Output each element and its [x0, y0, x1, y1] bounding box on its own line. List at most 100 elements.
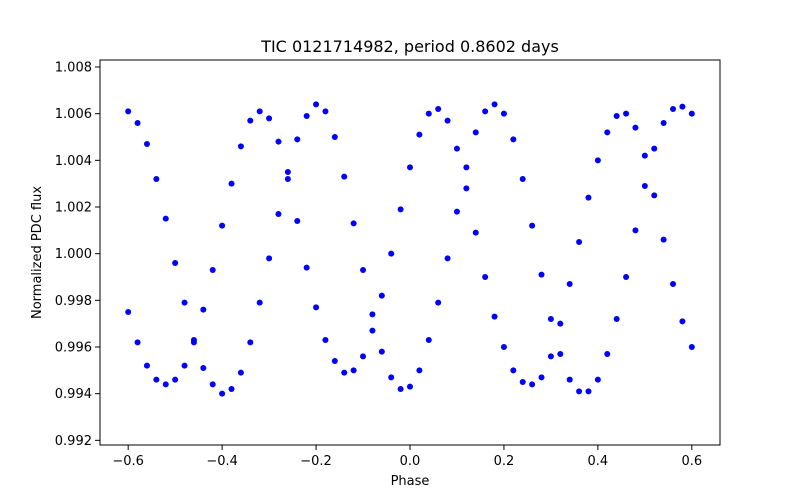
x-tick-label: −0.2 — [300, 454, 332, 469]
data-point — [350, 220, 357, 227]
data-point — [547, 353, 554, 360]
data-point — [162, 381, 169, 388]
data-point — [604, 129, 611, 136]
x-axis-ticks: −0.6 −0.4 −0.2 0.0 0.2 0.4 0.6 — [112, 445, 702, 469]
data-point — [576, 239, 583, 245]
data-point — [679, 318, 686, 325]
data-point — [566, 281, 573, 287]
data-point — [491, 313, 498, 320]
data-point — [247, 339, 254, 346]
data-point — [519, 379, 526, 385]
data-point — [547, 316, 554, 322]
data-point — [623, 274, 630, 280]
data-point — [463, 164, 470, 171]
data-point — [510, 367, 517, 374]
data-point — [641, 183, 648, 189]
data-point — [613, 316, 620, 322]
data-point — [134, 120, 141, 126]
data-point — [153, 376, 160, 383]
data-point — [472, 129, 479, 136]
x-tick-label: 0.4 — [588, 454, 609, 469]
data-point — [425, 337, 432, 343]
data-point — [435, 299, 442, 306]
data-point — [557, 320, 564, 327]
data-point — [378, 292, 385, 299]
data-point — [256, 299, 263, 306]
data-point — [341, 369, 348, 376]
data-point — [275, 211, 282, 217]
data-point — [284, 169, 291, 175]
data-point — [369, 311, 376, 318]
data-point — [190, 339, 197, 346]
data-point — [529, 222, 536, 229]
data-point — [679, 103, 686, 110]
data-point — [294, 218, 301, 224]
data-point — [228, 180, 235, 187]
data-point — [247, 117, 254, 124]
data-point — [576, 388, 583, 395]
data-point — [294, 136, 301, 143]
data-point — [670, 281, 677, 287]
data-point — [453, 208, 460, 215]
data-point — [388, 250, 395, 257]
data-point — [153, 176, 160, 182]
data-point — [219, 222, 226, 229]
y-tick-label: 0.998 — [55, 294, 92, 309]
data-point — [660, 120, 667, 126]
data-point — [688, 344, 695, 350]
data-point — [407, 164, 413, 171]
chart-title: TIC 0121714982, period 0.8602 days — [260, 37, 559, 56]
data-point — [585, 388, 592, 395]
data-point — [397, 206, 404, 213]
data-point — [322, 337, 329, 343]
data-point — [266, 115, 273, 122]
data-point — [125, 108, 132, 115]
data-point — [500, 110, 507, 117]
data-point — [303, 113, 310, 119]
data-point — [397, 386, 404, 392]
x-tick-label: 0.6 — [681, 454, 702, 469]
data-point — [660, 236, 667, 243]
x-tick-label: −0.4 — [206, 454, 238, 469]
data-point — [313, 304, 320, 311]
data-point — [538, 374, 545, 381]
x-tick-label: 0.2 — [494, 454, 515, 469]
data-point — [529, 381, 536, 388]
data-point — [538, 271, 545, 278]
data-point — [585, 194, 592, 201]
data-point — [181, 299, 188, 306]
data-point — [500, 344, 507, 350]
y-tick-label: 1.002 — [55, 201, 92, 216]
data-point — [266, 255, 273, 262]
data-point — [594, 376, 601, 383]
data-point — [444, 255, 451, 262]
data-point — [303, 264, 310, 271]
data-point — [360, 267, 367, 273]
data-point — [688, 110, 695, 117]
x-axis-label: Phase — [391, 474, 430, 489]
data-point — [416, 131, 423, 138]
data-point — [416, 367, 423, 374]
data-point — [435, 106, 442, 112]
data-point — [219, 390, 226, 397]
data-point — [425, 110, 432, 117]
x-tick-label: 0.0 — [400, 454, 421, 469]
data-point — [519, 176, 526, 182]
y-tick-label: 0.996 — [55, 341, 92, 356]
data-point — [632, 124, 639, 131]
y-axis-ticks: 0.992 0.994 0.996 0.998 1.000 1.002 1.004 1.006… — [55, 61, 100, 449]
data-point — [256, 108, 263, 115]
data-point — [209, 381, 216, 388]
data-point — [472, 229, 479, 236]
data-points — [125, 101, 695, 397]
data-point — [594, 157, 601, 164]
data-point — [407, 383, 413, 390]
data-point — [444, 117, 451, 124]
data-point — [369, 327, 376, 334]
data-point — [482, 274, 489, 280]
data-point — [228, 386, 235, 392]
y-tick-label: 0.992 — [55, 434, 92, 449]
data-point — [143, 141, 150, 147]
